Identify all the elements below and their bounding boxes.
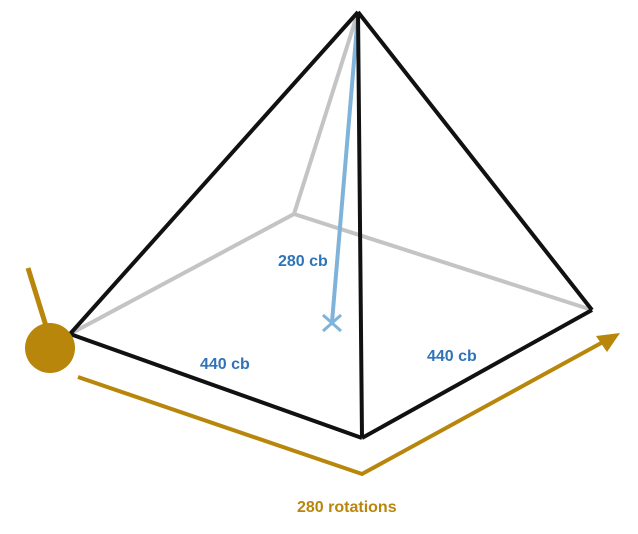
height-label: 280 cb: [278, 253, 328, 270]
front-edge-left-slant: [68, 10, 360, 336]
hidden-edge-back-left: [69, 212, 295, 336]
base-left-label: 440 cb: [200, 356, 250, 373]
front-edge-center-slant: [356, 11, 364, 439]
base-center-marker-icon: [322, 313, 342, 333]
base-edge-right: [361, 308, 593, 440]
base-right-label: 440 cb: [427, 348, 477, 365]
rotation-path-arrow: [77, 333, 620, 477]
base-edge-left: [69, 332, 363, 440]
height-line: [330, 13, 360, 323]
arrow-right-icon: [596, 333, 620, 352]
wheel-with-handle-icon: [25, 267, 75, 373]
hidden-edge-back-right: [293, 212, 593, 312]
rotations-label: 280 rotations: [297, 499, 397, 516]
hidden-edge-rear-slant: [292, 11, 360, 215]
front-edge-right-slant: [356, 10, 594, 312]
